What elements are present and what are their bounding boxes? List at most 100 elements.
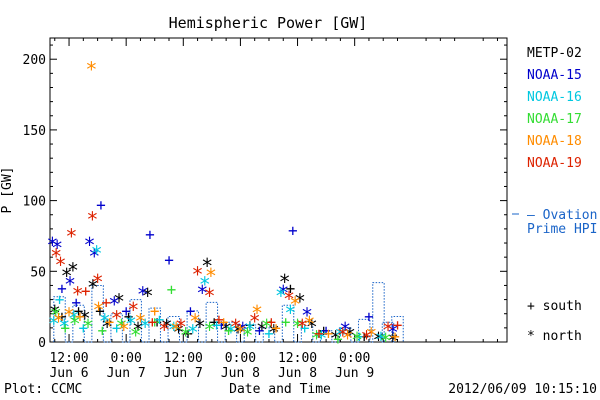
noaa-19-north-point: * [92,270,104,294]
noaa-19-north-point: * [382,318,394,342]
x-axis-label: Date and Time [229,382,331,397]
noaa-19-south-point: + [214,310,224,329]
noaa-19-north-point: * [175,315,187,339]
metp-02-south-point: + [245,316,255,335]
noaa-18-north-point: * [93,298,105,322]
series-legend: METP-02 NOAA-15 NOAA-16 NOAA-17 NOAA-18 NOAA-… [512,46,597,237]
metp-02-north-point: * [173,321,185,345]
noaa-17-south-point: + [98,321,108,340]
legend-noaa-19: NOAA-19 [527,156,582,171]
noaa-17-north-point: * [261,315,273,339]
noaa-16-north-point: * [139,315,151,339]
noaa-15-south-point: + [96,195,106,214]
metp-02-north-point: * [306,315,318,339]
noaa-18-north-point: * [303,312,315,336]
x-tick-day: Jun 7 [164,366,203,381]
noaa-15-south-point: + [164,250,174,269]
noaa-16-south-point: + [112,318,122,337]
noaa-18-north-point: * [118,318,130,342]
legend-noaa-18: NOAA-18 [527,134,582,149]
noaa-19-north-point: * [203,284,215,308]
noaa-18-north-point: * [134,309,146,333]
noaa-16-north-point: * [284,301,296,325]
noaa-16-north-point: * [275,284,287,308]
noaa-17-north-point: * [380,329,392,353]
noaa-18-south-point: + [324,324,334,343]
noaa-15-north-point: * [83,233,95,257]
noaa-17-north-point: * [292,315,304,339]
noaa-19-south-point: + [101,293,111,312]
noaa-15-south-point: + [364,307,374,326]
noaa-17-north-point: * [311,326,323,350]
noaa-16-north-point: * [225,321,237,345]
y-axis-label: P [GW] [0,167,15,214]
y-axis: 0 50 100 150 200 [23,44,507,351]
noaa-19-north-point: * [230,315,242,339]
metp-02-north-point: * [387,329,399,353]
noaa-15-north-point: * [301,304,313,328]
noaa-19-north-point: * [192,263,204,287]
noaa-15-north-point: * [237,318,249,342]
noaa-15-north-point: * [196,281,208,305]
noaa-17-south-point: + [333,330,343,349]
metp-02-north-point: * [220,318,232,342]
noaa-18-south-point: + [105,313,115,332]
noaa-16-north-point: * [58,315,70,339]
noaa-19-north-point: * [54,253,66,277]
noaa-16-north-point: * [91,242,103,266]
noaa-19-north-point: * [296,315,308,339]
y-tick-label: 50 [30,265,46,280]
x-tick-day: Jun 8 [278,366,317,381]
noaa-16-south-point: + [79,318,89,337]
noaa-15-south-point: + [121,301,131,320]
noaa-15-north-point: * [277,281,289,305]
noaa-15-south-point: + [186,301,196,320]
noaa-16-south-point: + [355,327,365,346]
metp-02-south-point: + [57,307,67,326]
marker-legend-north: * north [527,329,582,344]
metp-02-north-point: * [268,321,280,345]
noaa-16-north-point: * [375,328,387,352]
noaa-16-north-point: * [68,307,80,331]
noaa-18-north-point: * [85,58,97,82]
noaa-19-north-point: * [127,298,139,322]
y-tick-label: 100 [23,195,46,210]
plot-credit: Plot: CCMC [4,382,82,397]
noaa-17-south-point: + [224,321,234,340]
x-tick-time: 12:00 [164,351,203,366]
noaa-15-north-point: * [46,233,58,257]
noaa-17-south-point: + [60,318,70,337]
noaa-18-north-point: * [365,324,377,348]
noaa-19-north-point: * [72,283,84,307]
noaa-16-south-point: + [155,310,165,329]
x-tick-time: 12:00 [49,351,88,366]
noaa-16-north-point: * [99,309,111,333]
noaa-17-south-point: + [150,313,160,332]
ovation-hpi-trace [53,282,404,343]
noaa-15-north-point: * [137,283,149,307]
x-tick-day: Jun 9 [335,366,374,381]
x-tick-time: 0:00 [225,351,256,366]
noaa-18-north-point: * [63,304,75,328]
noaa-16-north-point: * [168,318,180,342]
noaa-16-north-point: * [199,273,211,297]
noaa-19-north-point: * [361,326,373,350]
noaa-18-north-point: * [189,309,201,333]
noaa-15-south-point: + [71,293,81,312]
metp-02-north-point: * [194,315,206,339]
noaa-18-north-point: * [53,309,65,333]
noaa-17-north-point: * [69,312,81,336]
noaa-15-south-point: + [217,316,227,335]
x-tick-time: 0:00 [111,351,142,366]
noaa-16-north-point: * [315,326,327,350]
y-tick-label: 0 [38,336,46,351]
metp-02-north-point: * [67,258,79,282]
chart-title: Hemispheric Power [GW] [169,14,368,32]
ovation-legend-line2: Prime HPI [527,222,597,237]
metp-02-south-point: + [319,321,329,340]
noaa-18-north-point: * [342,326,354,350]
noaa-19-north-point: * [337,324,349,348]
legend-metp-02: METP-02 [527,46,582,61]
noaa-19-north-point: * [86,208,98,232]
noaa-15-north-point: * [339,318,351,342]
